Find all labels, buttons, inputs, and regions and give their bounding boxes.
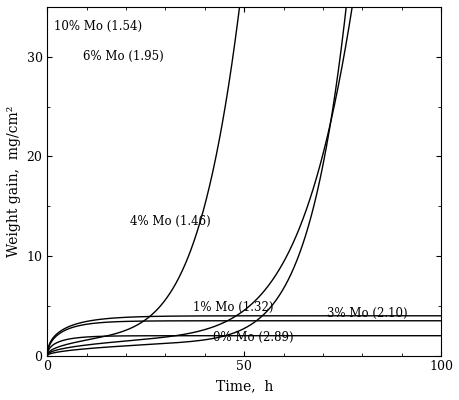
X-axis label: Time,  h: Time, h [215,379,272,393]
Text: 0% Mo (2.89): 0% Mo (2.89) [212,331,293,344]
Text: 6% Mo (1.95): 6% Mo (1.95) [83,50,163,63]
Text: 10% Mo (1.54): 10% Mo (1.54) [54,20,142,33]
Text: 4% Mo (1.46): 4% Mo (1.46) [130,215,210,228]
Text: 1% Mo (1.32): 1% Mo (1.32) [193,301,273,314]
Y-axis label: Weight gain,  mg/cm²: Weight gain, mg/cm² [7,106,21,257]
Text: 3% Mo (2.10): 3% Mo (2.10) [326,307,407,320]
